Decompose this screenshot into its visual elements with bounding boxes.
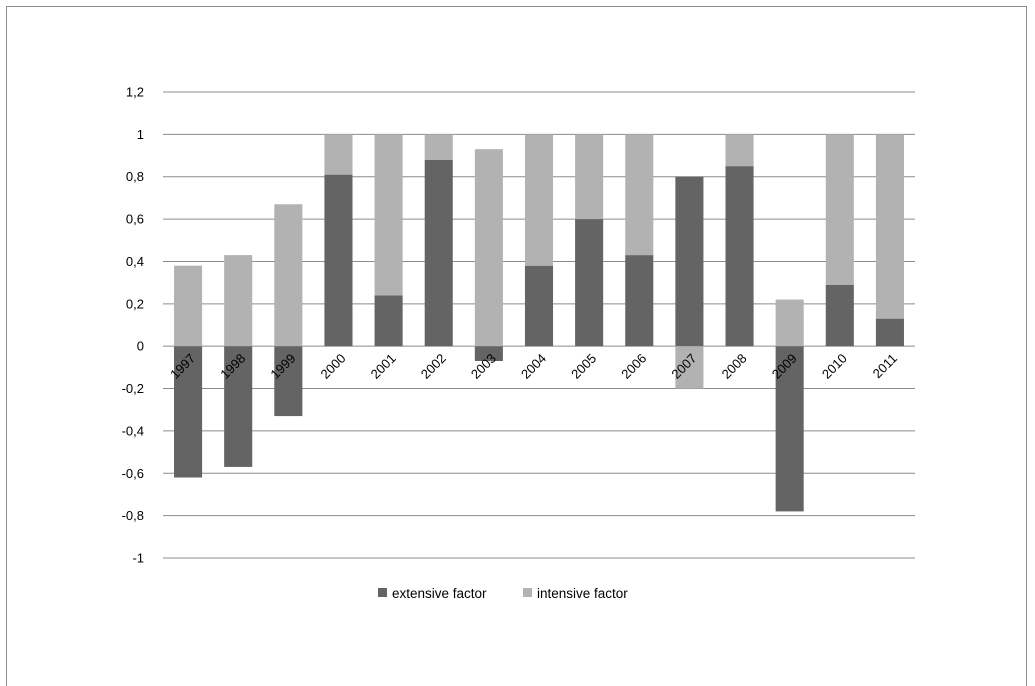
legend-label-extensive: extensive factor [392, 586, 487, 601]
legend: extensive factor intensive factor [378, 586, 628, 601]
legend-swatch-intensive [523, 588, 532, 597]
bar-intensive-2001 [374, 134, 403, 296]
bar-extensive-1999 [274, 346, 303, 417]
y-tick-label: 0,2 [126, 296, 144, 311]
y-tick-label: 0,4 [126, 254, 144, 269]
bar-intensive-2006 [625, 134, 654, 256]
bar-extensive-2001 [374, 295, 403, 347]
y-tick-label: -0,2 [122, 381, 144, 396]
legend-swatch-extensive [378, 588, 387, 597]
bar-extensive-2010 [825, 284, 854, 347]
y-tick-label: 0 [137, 339, 144, 354]
legend-label-intensive: intensive factor [537, 586, 628, 601]
bar-intensive-1997 [174, 265, 203, 347]
bar-extensive-2004 [524, 265, 554, 347]
bar-extensive-2005 [575, 219, 604, 347]
y-tick-label: 1,2 [126, 85, 144, 100]
x-tick-label: 2004 [518, 351, 549, 382]
x-tick-label: 2002 [418, 351, 449, 382]
bar-extensive-2009 [775, 346, 804, 512]
x-tick-label: 2005 [568, 351, 599, 382]
bar-extensive-1997 [174, 346, 203, 478]
y-tick-label: 0,8 [126, 169, 144, 184]
y-tick-label: -0,8 [122, 508, 144, 523]
bar-intensive-1998 [224, 255, 253, 347]
y-tick-label: -1 [132, 551, 144, 566]
x-tick-label: 2011 [870, 351, 900, 381]
bar-extensive-2000 [324, 174, 353, 347]
x-tick-label: 2010 [819, 351, 850, 382]
bars [174, 134, 904, 512]
y-tick-label: -0,6 [122, 466, 144, 481]
y-tick-label: 1 [137, 127, 144, 142]
x-tick-label: 2008 [719, 351, 750, 382]
y-tick-label: -0,4 [122, 423, 144, 438]
bar-extensive-2007 [675, 176, 704, 347]
bar-extensive-2006 [625, 255, 654, 347]
x-tick-label: 2001 [368, 351, 399, 382]
chart-frame [6, 6, 1027, 686]
bar-intensive-2000 [324, 134, 353, 175]
bar-intensive-1999 [274, 204, 303, 347]
bar-extensive-2011 [875, 318, 904, 347]
bar-extensive-1998 [224, 346, 253, 467]
x-tick-label: 2006 [618, 351, 649, 382]
y-axis-ticks: 1,2 1 0,8 0,6 0,4 0,2 0 -0,2 -0,4 -0,6 -0,8 -1 [122, 85, 144, 566]
bar-intensive-2003 [474, 149, 503, 347]
bar-intensive-2005 [575, 134, 604, 220]
bar-intensive-2008 [725, 134, 754, 167]
bar-intensive-2007 [675, 346, 704, 389]
bar-intensive-2004 [524, 134, 554, 266]
x-tick-label: 2000 [318, 351, 349, 382]
y-tick-label: 0,6 [126, 212, 144, 227]
bar-extensive-2002 [424, 159, 453, 347]
bar-intensive-2009 [775, 299, 804, 347]
bar-extensive-2003 [474, 346, 503, 362]
bar-intensive-2010 [825, 134, 854, 285]
bar-intensive-2002 [424, 134, 453, 160]
bar-intensive-2011 [875, 134, 904, 319]
bar-extensive-2008 [725, 166, 754, 347]
